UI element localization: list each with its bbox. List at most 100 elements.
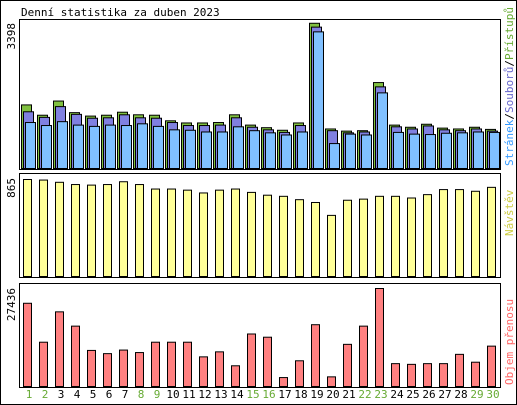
legend-files: Souborů (503, 67, 516, 113)
visits-ymax-label: 865 (5, 178, 18, 198)
bar-pages (25, 122, 36, 169)
day-label: 24 (390, 388, 404, 401)
bar-transfer (407, 363, 416, 387)
day-label: 15 (246, 388, 259, 401)
day-label: 25 (406, 388, 419, 401)
bar-visits (215, 189, 224, 277)
bar-transfer (231, 365, 240, 387)
day-label: 8 (138, 388, 145, 401)
transfer-legend: Objem přenosu (503, 299, 516, 385)
bar-transfer (279, 377, 288, 388)
day-label: 30 (486, 388, 499, 401)
bar-transfer (455, 353, 464, 387)
bar-transfer (23, 302, 32, 388)
day-label: 19 (310, 388, 323, 401)
bar-pages (489, 131, 500, 170)
bar-visits (231, 188, 240, 278)
bar-transfer (295, 360, 304, 387)
bar-visits (247, 191, 256, 277)
day-label: 14 (230, 388, 244, 401)
bar-transfer (151, 341, 160, 387)
legend-accesses: Přístupů (503, 7, 516, 60)
visits-bars (23, 179, 496, 278)
day-label: 10 (166, 388, 179, 401)
transfer-bars (23, 288, 496, 388)
bar-transfer (439, 363, 448, 388)
bar-transfer (167, 341, 176, 387)
bar-visits (343, 199, 352, 277)
bar-pages (201, 131, 212, 169)
bar-transfer (71, 325, 80, 388)
day-label: 23 (374, 388, 387, 401)
bar-transfer (375, 288, 384, 387)
bar-visits (263, 194, 272, 277)
legend-separator: / (503, 113, 516, 120)
day-label: 18 (294, 388, 307, 401)
bar-visits (279, 195, 288, 278)
traffic-bars (21, 22, 500, 170)
bar-visits (359, 198, 368, 278)
bar-pages (169, 129, 180, 170)
bar-visits (423, 194, 432, 278)
bar-transfer (39, 341, 48, 387)
bar-visits (391, 195, 400, 278)
day-label: 13 (214, 388, 227, 401)
day-label: 22 (358, 388, 371, 401)
bar-transfer (247, 333, 256, 387)
bar-transfer (119, 349, 128, 388)
day-label: 27 (438, 388, 451, 401)
bar-transfer (183, 341, 192, 387)
bar-transfer (311, 324, 320, 388)
day-label: 20 (326, 388, 339, 401)
bar-transfer (423, 363, 432, 388)
bar-transfer (471, 361, 480, 388)
day-label: 3 (58, 388, 65, 401)
bar-pages (121, 125, 132, 169)
bar-transfer (55, 311, 64, 387)
bar-transfer (103, 353, 112, 387)
bar-transfer (215, 351, 224, 387)
bar-pages (281, 134, 292, 170)
bar-pages (345, 133, 356, 170)
bar-pages (297, 131, 308, 169)
day-labels: 1 2 3 4 5 6 7 8 9 10 11 12 13 14 15 16 17 18 19 20 21 22 23 24 2… (26, 388, 500, 401)
bar-pages (473, 131, 484, 169)
visits-legend: Návštěv (503, 189, 516, 236)
bar-transfer (343, 343, 352, 388)
day-label: 16 (262, 388, 275, 401)
bar-transfer (87, 349, 96, 387)
day-label: 28 (454, 388, 467, 401)
chart-title: Denní statistika za duben 2023 (21, 6, 220, 19)
bar-pages (41, 125, 52, 169)
bar-visits (407, 197, 416, 277)
bar-visits (311, 201, 320, 277)
transfer-panel-frame (19, 283, 501, 388)
bar-pages (217, 131, 228, 169)
bar-visits (375, 195, 384, 278)
bar-visits (103, 184, 112, 278)
day-label: 29 (470, 388, 483, 401)
bar-visits (55, 181, 64, 277)
bar-visits (87, 184, 96, 277)
day-label: 21 (342, 388, 355, 401)
bar-visits (471, 190, 480, 277)
bar-visits (71, 184, 80, 278)
bar-visits (487, 186, 496, 278)
bar-pages (361, 134, 372, 170)
bar-visits (295, 199, 304, 277)
bar-pages (409, 133, 420, 170)
bar-transfer (327, 376, 336, 388)
bar-pages (329, 143, 340, 169)
bar-visits (135, 184, 144, 278)
day-label: 6 (106, 388, 113, 401)
day-label: 1 (26, 388, 33, 401)
day-label: 26 (422, 388, 435, 401)
bar-pages (313, 31, 324, 170)
bar-visits (119, 181, 128, 277)
bar-pages (105, 124, 116, 169)
day-label: 4 (74, 388, 81, 401)
bar-visits (439, 189, 448, 277)
bar-pages (457, 132, 468, 169)
